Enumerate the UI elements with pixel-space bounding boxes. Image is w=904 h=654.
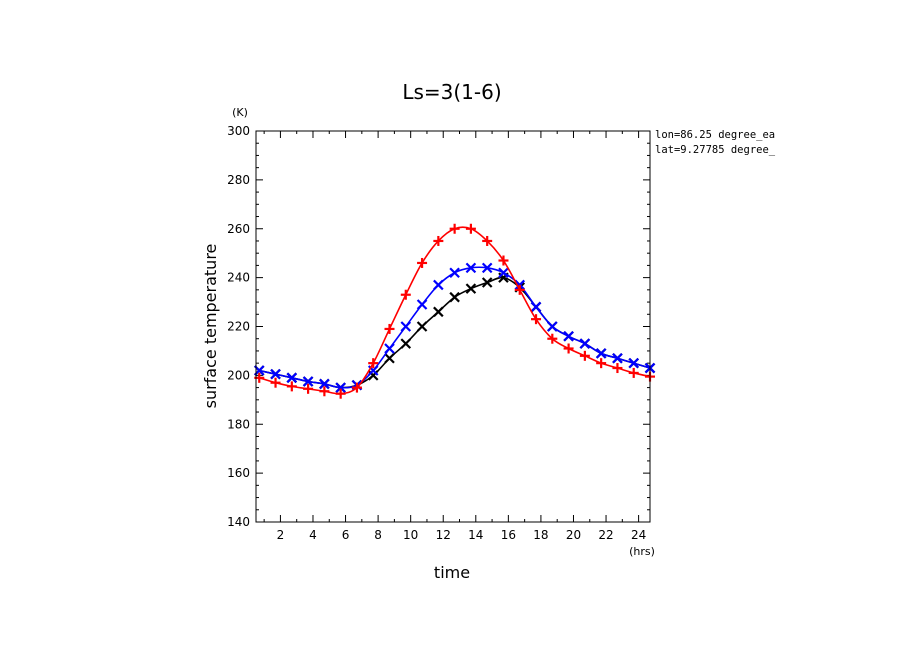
data-point (498, 267, 509, 279)
data-point (384, 343, 395, 354)
data-point (433, 279, 444, 291)
y-tick-label: 160 (227, 466, 250, 480)
y-tick-label: 240 (227, 271, 250, 285)
data-point (270, 368, 281, 380)
data-point (563, 330, 574, 342)
data-point (351, 382, 362, 393)
data-point (384, 352, 395, 364)
data-point (384, 323, 395, 334)
data-point (465, 223, 476, 234)
x-tick-label: 18 (533, 528, 548, 542)
data-point (449, 223, 460, 234)
x-unit-label: (hrs) (629, 545, 655, 558)
x-tick-label: 4 (309, 528, 317, 542)
series-0 (253, 272, 656, 393)
series-line (259, 226, 651, 395)
data-point (319, 386, 330, 397)
series-line (259, 266, 651, 389)
chart-title: Ls=3(1-6) (402, 80, 501, 104)
data-point (498, 255, 509, 266)
x-tick-label: 14 (468, 528, 483, 542)
y-unit-label: (K) (232, 106, 248, 119)
data-point (416, 299, 428, 310)
data-point (449, 291, 460, 303)
data-point (400, 338, 412, 349)
y-tick-label: 180 (227, 417, 250, 431)
data-point (612, 363, 623, 374)
data-point (400, 289, 411, 300)
x-tick-label: 10 (403, 528, 418, 542)
annotation-lon: lon=86.25 degree_ea (655, 129, 775, 141)
y-tick-label: 200 (227, 368, 250, 382)
data-point (547, 333, 558, 344)
data-point (595, 348, 607, 359)
x-tick-label: 16 (501, 528, 516, 542)
data-point (530, 301, 542, 313)
data-point (270, 377, 281, 388)
x-tick-label: 12 (436, 528, 451, 542)
plot-series (253, 223, 656, 399)
x-tick-label: 24 (631, 528, 646, 542)
data-point (302, 376, 314, 387)
x-tick-label: 8 (374, 528, 382, 542)
data-point (335, 388, 346, 399)
data-point (547, 321, 558, 332)
series-line (259, 276, 651, 389)
data-point (335, 382, 346, 393)
y-tick-label: 140 (227, 515, 250, 529)
y-tick-label: 280 (227, 173, 250, 187)
series-1 (253, 262, 656, 393)
y-tick-label: 300 (227, 124, 250, 138)
data-point (531, 314, 542, 325)
data-point (481, 262, 493, 274)
data-point (449, 267, 460, 279)
y-tick-label: 220 (227, 320, 250, 334)
data-point (482, 235, 493, 246)
x-tick-label: 6 (342, 528, 350, 542)
x-tick-label: 22 (598, 528, 613, 542)
data-point (465, 262, 477, 274)
data-point (596, 358, 607, 369)
data-point (303, 383, 314, 394)
data-point (628, 367, 639, 378)
data-point (465, 283, 477, 294)
data-point (579, 338, 591, 349)
x-tick-label: 2 (277, 528, 285, 542)
annotation-lat: lat=9.27785 degree_ (655, 144, 776, 156)
series-2 (254, 223, 655, 399)
data-point (416, 321, 428, 332)
x-axis-label: time (434, 563, 470, 582)
data-point (286, 381, 297, 392)
data-point (514, 284, 525, 295)
x-tick-label: 20 (566, 528, 581, 542)
data-point (563, 343, 574, 354)
data-point (368, 358, 379, 369)
data-point (400, 321, 412, 332)
data-point (579, 350, 590, 361)
y-axis-label: surface temperature (201, 244, 220, 409)
plot-frame (255, 130, 651, 523)
data-point (433, 306, 444, 318)
data-point (417, 257, 428, 268)
data-point (481, 277, 493, 288)
data-point (433, 235, 444, 246)
data-point (319, 378, 330, 390)
data-point (612, 352, 623, 364)
y-tick-label: 260 (227, 222, 250, 236)
data-point (286, 372, 298, 384)
data-point (628, 357, 639, 369)
